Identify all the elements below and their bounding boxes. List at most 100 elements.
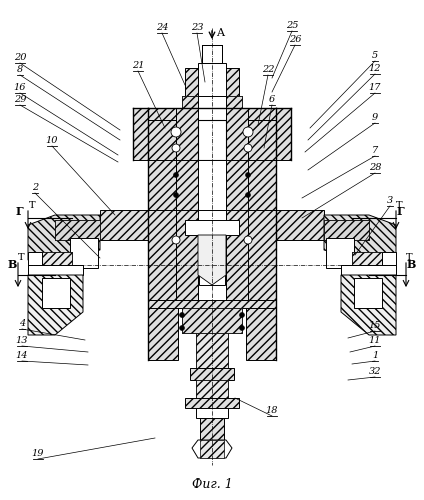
- Text: 16: 16: [14, 83, 26, 92]
- Polygon shape: [28, 275, 83, 335]
- Text: 23: 23: [191, 23, 203, 32]
- Bar: [198, 210, 226, 300]
- Text: 8: 8: [17, 65, 23, 74]
- Polygon shape: [185, 220, 239, 285]
- Text: 26: 26: [289, 35, 301, 44]
- Bar: [200, 440, 224, 458]
- Bar: [236, 108, 291, 160]
- Circle shape: [179, 312, 184, 318]
- Bar: [148, 300, 276, 308]
- Circle shape: [172, 236, 180, 244]
- Bar: [198, 120, 226, 160]
- Text: 11: 11: [369, 336, 381, 345]
- Text: 25: 25: [286, 21, 298, 30]
- Bar: [326, 238, 354, 268]
- Circle shape: [240, 312, 245, 318]
- Text: A: A: [216, 28, 224, 38]
- Text: 28: 28: [369, 163, 381, 172]
- Bar: [182, 308, 242, 333]
- Text: 21: 21: [132, 61, 144, 70]
- Bar: [202, 45, 222, 63]
- Bar: [55, 220, 100, 240]
- Bar: [246, 300, 276, 360]
- Bar: [148, 160, 178, 210]
- Bar: [148, 108, 276, 120]
- Bar: [198, 96, 226, 160]
- Polygon shape: [324, 215, 396, 260]
- Circle shape: [243, 127, 253, 137]
- Circle shape: [244, 236, 252, 244]
- Bar: [196, 333, 228, 368]
- Text: 22: 22: [262, 65, 274, 74]
- Bar: [352, 252, 382, 270]
- Text: 24: 24: [156, 23, 168, 32]
- Bar: [42, 252, 72, 270]
- Text: 4: 4: [19, 319, 25, 328]
- Bar: [196, 408, 228, 418]
- Text: Г: Г: [397, 206, 404, 217]
- Circle shape: [171, 127, 181, 137]
- Bar: [55, 220, 100, 240]
- Bar: [182, 308, 242, 333]
- Bar: [382, 252, 396, 270]
- Circle shape: [179, 326, 184, 330]
- Circle shape: [173, 192, 179, 198]
- Bar: [28, 252, 42, 270]
- Text: 18: 18: [266, 406, 278, 415]
- Text: Т: Т: [406, 253, 413, 262]
- Text: Т: Т: [29, 201, 36, 210]
- Bar: [182, 96, 242, 108]
- Polygon shape: [28, 215, 100, 260]
- Polygon shape: [192, 440, 232, 458]
- Text: В: В: [8, 259, 17, 270]
- Text: 15: 15: [369, 321, 381, 330]
- Bar: [185, 68, 239, 96]
- Text: Фиг. 1: Фиг. 1: [192, 478, 232, 490]
- Bar: [198, 160, 226, 210]
- Text: 19: 19: [32, 449, 44, 458]
- Bar: [185, 398, 239, 408]
- Bar: [42, 252, 72, 270]
- Polygon shape: [341, 275, 396, 335]
- Text: 7: 7: [372, 146, 378, 155]
- Text: Т: Т: [18, 253, 25, 262]
- Bar: [200, 418, 224, 440]
- Circle shape: [240, 326, 245, 330]
- Text: Т: Т: [396, 201, 403, 210]
- Bar: [226, 160, 248, 210]
- Bar: [246, 210, 276, 300]
- Text: 2: 2: [32, 183, 38, 192]
- Polygon shape: [198, 235, 226, 285]
- Bar: [341, 265, 396, 275]
- Bar: [196, 380, 228, 398]
- Bar: [196, 333, 228, 368]
- Text: 32: 32: [369, 367, 381, 376]
- Bar: [276, 210, 324, 240]
- Bar: [352, 252, 382, 270]
- Polygon shape: [42, 278, 70, 308]
- Bar: [148, 120, 176, 160]
- Text: 10: 10: [46, 136, 58, 145]
- Circle shape: [245, 192, 251, 198]
- Bar: [248, 120, 276, 160]
- Bar: [100, 210, 148, 240]
- Bar: [176, 210, 198, 300]
- Bar: [176, 108, 198, 160]
- Bar: [133, 108, 188, 160]
- Text: 17: 17: [369, 83, 381, 92]
- Text: 3: 3: [387, 196, 393, 205]
- Text: 29: 29: [14, 95, 26, 104]
- Text: Г: Г: [16, 206, 24, 217]
- Text: 12: 12: [369, 64, 381, 73]
- Bar: [324, 220, 369, 240]
- Bar: [226, 210, 248, 300]
- Bar: [148, 300, 178, 360]
- Circle shape: [172, 144, 180, 152]
- Polygon shape: [354, 278, 382, 308]
- Bar: [28, 265, 83, 275]
- Circle shape: [245, 172, 251, 178]
- Text: 1: 1: [372, 351, 378, 360]
- Text: 5: 5: [372, 51, 378, 60]
- Circle shape: [244, 144, 252, 152]
- Circle shape: [173, 172, 179, 178]
